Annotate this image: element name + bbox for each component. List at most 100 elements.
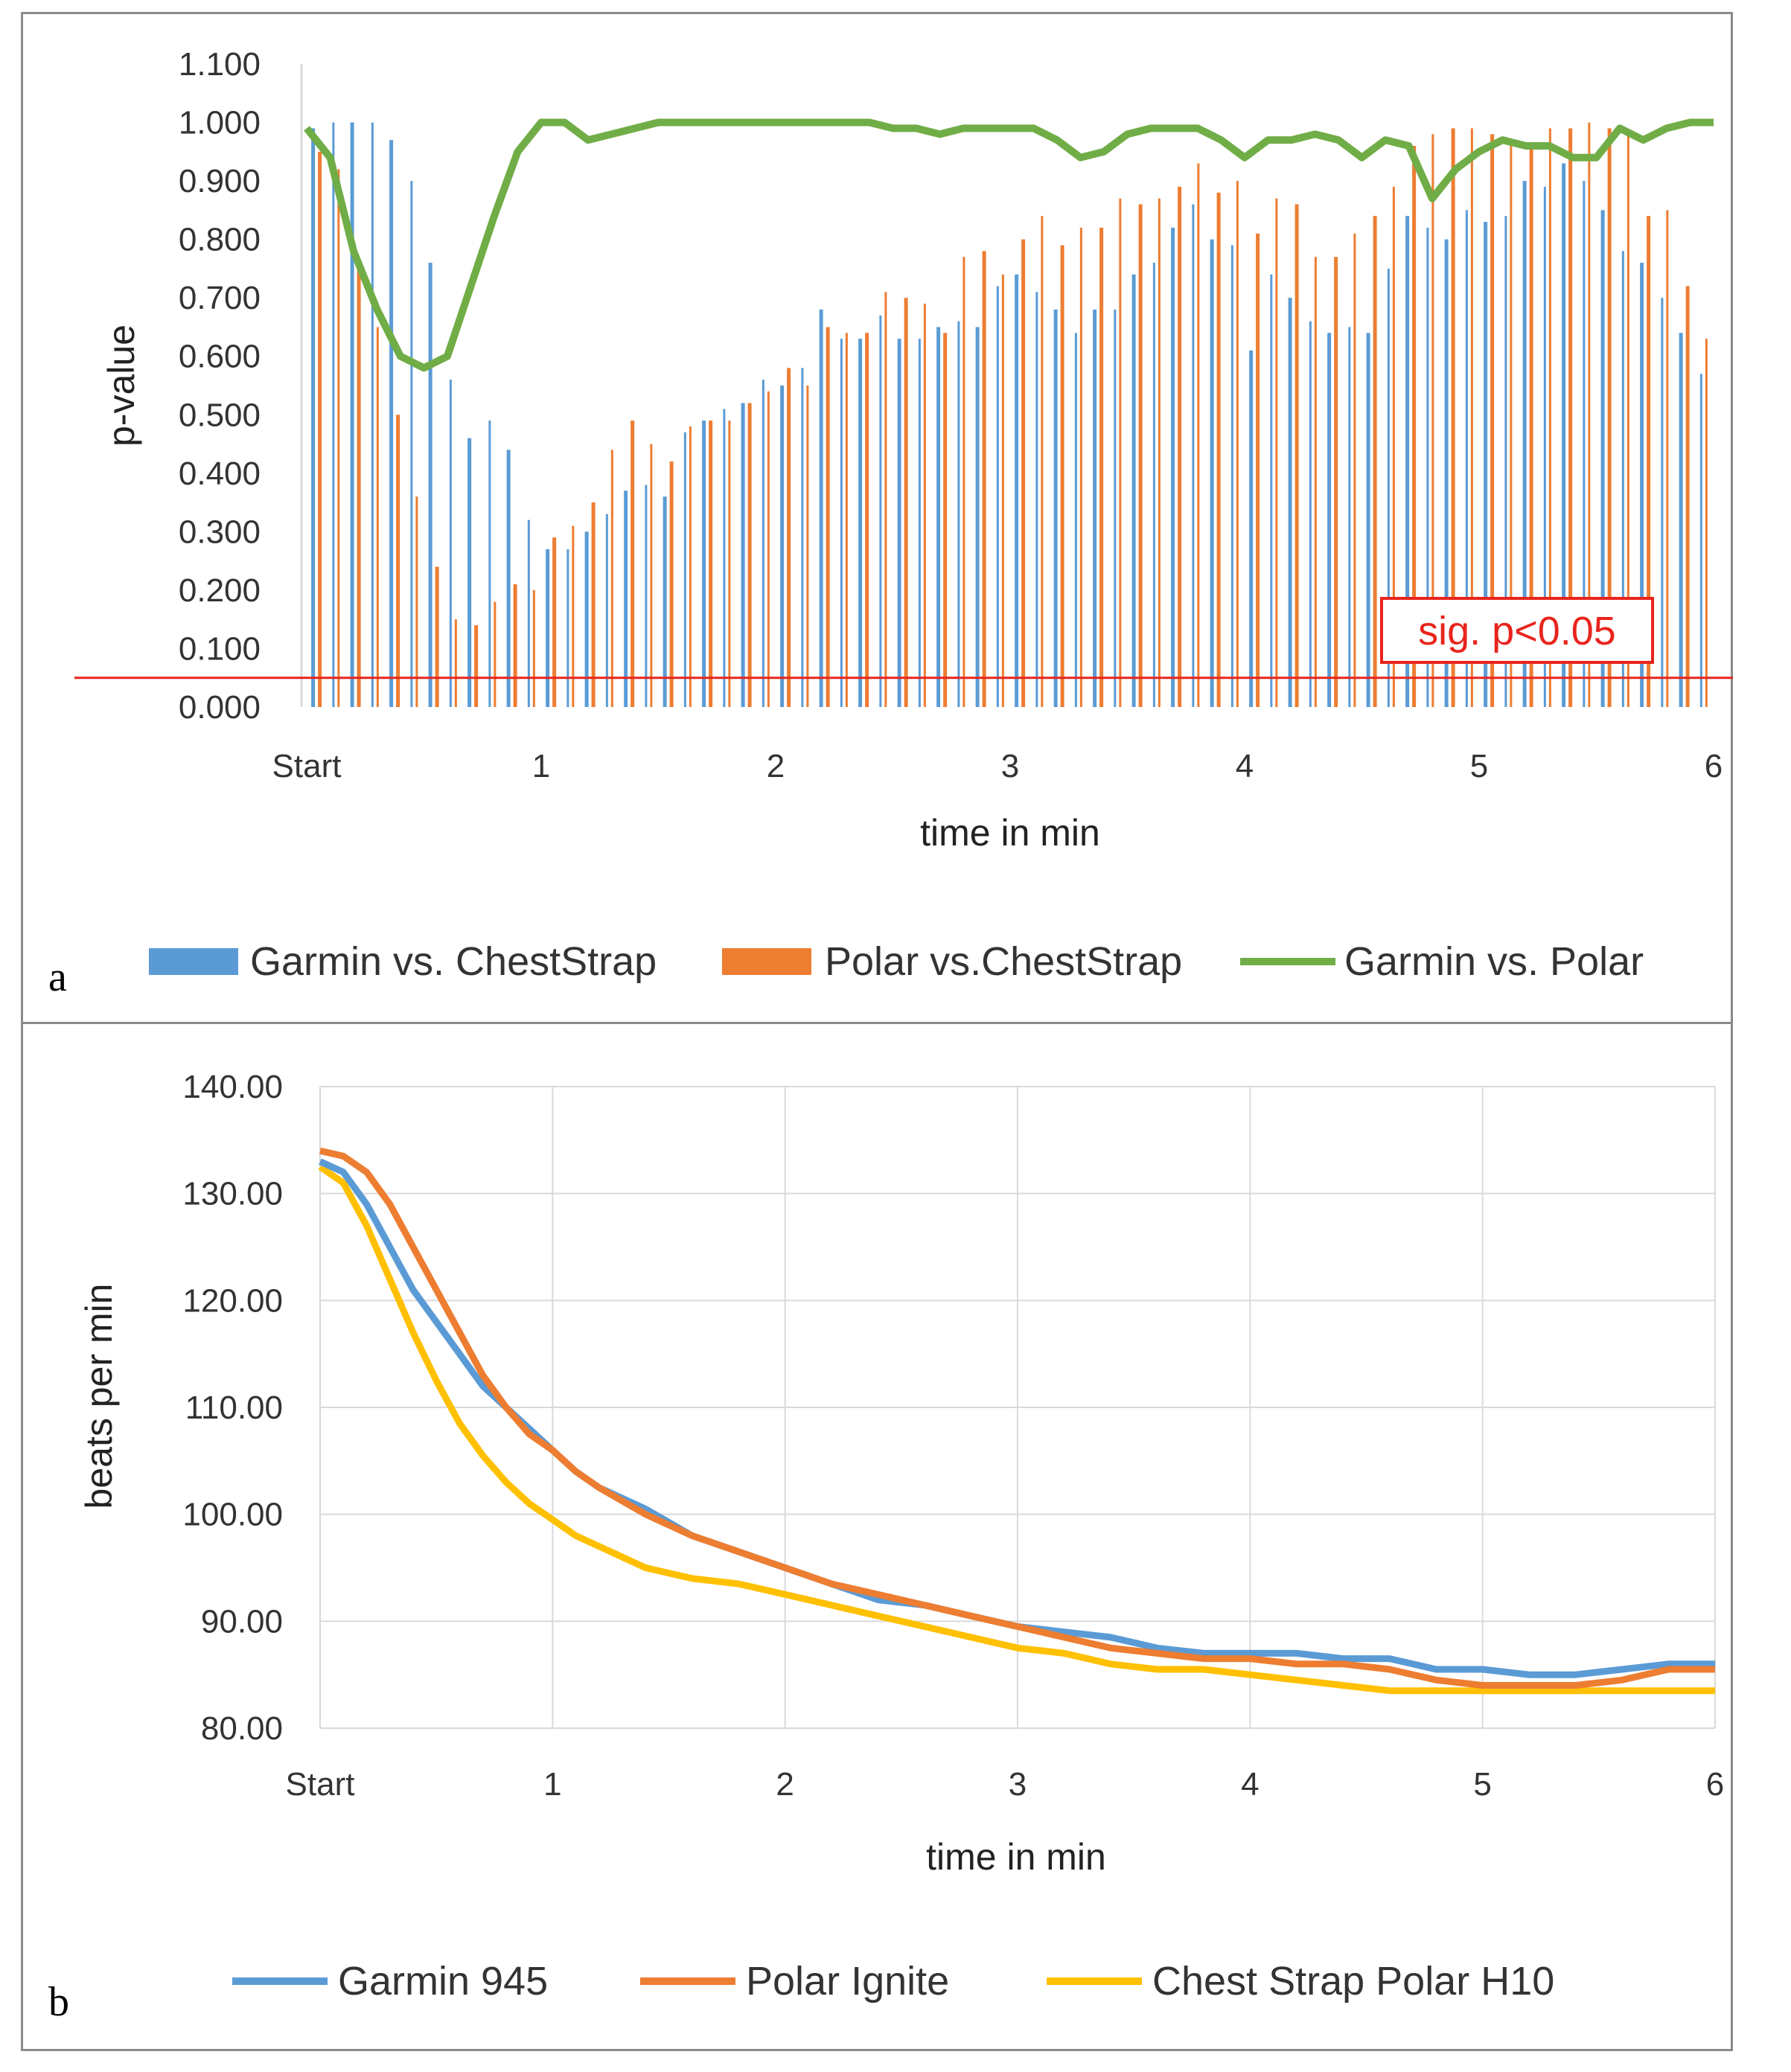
- bar-polar-vs-cheststrap: [1236, 181, 1239, 707]
- bar-garmin-vs-cheststrap: [1152, 263, 1155, 707]
- chart-a-x-ticks: Start 1 2 3 4 5 6: [272, 748, 1723, 784]
- bar-polar-vs-cheststrap: [865, 333, 869, 707]
- bar-polar-vs-cheststrap: [845, 333, 848, 707]
- bar-garmin-vs-cheststrap: [1192, 204, 1195, 707]
- bar-garmin-vs-cheststrap: [1484, 222, 1488, 707]
- bar-garmin-vs-cheststrap: [645, 485, 648, 707]
- bar-garmin-vs-cheststrap: [936, 327, 941, 707]
- sig-label-box: sig. p<0.05: [1380, 597, 1654, 664]
- bar-garmin-vs-cheststrap: [1366, 333, 1370, 707]
- x-tick-label: 6: [1705, 748, 1723, 784]
- bar-polar-vs-cheststrap: [1314, 257, 1317, 707]
- bar-garmin-vs-cheststrap: [1426, 227, 1429, 708]
- bar-polar-vs-cheststrap: [474, 625, 479, 707]
- panel-a-letter: a: [48, 954, 67, 1000]
- chart-a-y-axis-title: p-value: [100, 324, 142, 447]
- y-tick-label: 90.00: [201, 1603, 283, 1640]
- bar-polar-vs-cheststrap: [1216, 192, 1221, 707]
- bar-garmin-vs-cheststrap: [1600, 210, 1605, 707]
- bar-polar-vs-cheststrap: [1510, 140, 1513, 708]
- legend-label-garmin-vs-polar: Garmin vs. Polar: [1344, 939, 1644, 984]
- series-line-garmin-945: [319, 1158, 1715, 1678]
- bar-polar-vs-cheststrap: [1041, 216, 1044, 708]
- bar-garmin-vs-cheststrap: [1210, 239, 1214, 707]
- bar-polar-vs-cheststrap: [357, 268, 361, 708]
- bar-polar-vs-cheststrap: [1666, 210, 1669, 707]
- bar-polar-vs-cheststrap: [1705, 339, 1708, 707]
- bar-garmin-vs-cheststrap: [1387, 268, 1390, 708]
- bar-garmin-vs-cheststrap: [975, 327, 980, 707]
- bar-garmin-vs-cheststrap: [1270, 274, 1273, 707]
- bar-polar-vs-cheststrap: [1197, 163, 1200, 707]
- y-tick-label: 0.800: [179, 222, 261, 258]
- bar-garmin-vs-cheststrap: [1405, 216, 1410, 708]
- bar-garmin-vs-cheststrap: [1465, 210, 1468, 707]
- legend-label-chest-strap: Chest Strap Polar H10: [1152, 1959, 1554, 2004]
- bar-garmin-vs-cheststrap: [527, 519, 530, 707]
- bar-garmin-vs-cheststrap: [488, 421, 491, 707]
- chart-a-x-axis-title: time in min: [920, 812, 1100, 854]
- bar-garmin-vs-cheststrap: [1171, 227, 1175, 708]
- bar-garmin-vs-cheststrap: [506, 450, 511, 707]
- bar-garmin-vs-cheststrap: [624, 490, 628, 707]
- bar-polar-vs-cheststrap: [396, 415, 400, 707]
- bar-polar-vs-cheststrap: [1353, 233, 1356, 707]
- bar-garmin-vs-cheststrap: [1661, 298, 1664, 707]
- bar-polar-vs-cheststrap: [572, 525, 575, 707]
- y-tick-label: 1.000: [179, 105, 261, 141]
- bar-polar-vs-cheststrap: [1001, 274, 1004, 707]
- bar-garmin-vs-cheststrap: [780, 386, 785, 707]
- bar-polar-vs-cheststrap: [1178, 186, 1182, 708]
- y-tick-label: 0.900: [179, 163, 261, 199]
- bar-garmin-vs-cheststrap: [350, 122, 354, 707]
- y-tick-label: 0.200: [179, 572, 261, 609]
- bar-garmin-vs-cheststrap: [897, 339, 901, 707]
- bar-polar-vs-cheststrap: [1647, 216, 1651, 708]
- x-tick-label: 2: [776, 1766, 794, 1803]
- y-tick-label: 0.300: [179, 514, 261, 550]
- chart-a-y-ticks: 0.000 0.100 0.200 0.300 0.400 0.500 0.600 0.700…: [179, 46, 261, 726]
- bar-garmin-vs-cheststrap: [371, 122, 374, 707]
- bar-garmin-vs-cheststrap: [389, 140, 394, 708]
- bar-polar-vs-cheststrap: [1294, 204, 1299, 707]
- y-tick-label: 130.00: [182, 1176, 283, 1212]
- bar-garmin-vs-cheststrap: [311, 128, 316, 707]
- x-tick-label: 6: [1706, 1766, 1724, 1803]
- y-tick-label: 80.00: [201, 1710, 283, 1747]
- bar-polar-vs-cheststrap: [904, 298, 908, 707]
- bar-polar-vs-cheststrap: [806, 386, 809, 707]
- x-tick-label: Start: [272, 748, 342, 784]
- bar-garmin-vs-cheststrap: [332, 122, 335, 707]
- y-tick-label: 0.600: [179, 339, 261, 375]
- bar-polar-vs-cheststrap: [318, 151, 322, 707]
- x-tick-label: 3: [1009, 1766, 1027, 1803]
- bar-garmin-vs-cheststrap: [1679, 333, 1683, 707]
- bar-garmin-vs-cheststrap: [879, 315, 882, 707]
- chart-b-y-ticks: 80.00 90.00 100.00 110.00 120.00 130.00 140.00: [182, 1069, 283, 1747]
- legend-swatch-polar-vs-cheststrap: [722, 948, 811, 975]
- bar-polar-vs-cheststrap: [435, 566, 439, 707]
- bar-polar-vs-cheststrap: [337, 169, 340, 707]
- y-tick-label: 0.700: [179, 280, 261, 316]
- bar-polar-vs-cheststrap: [552, 537, 557, 707]
- bar-polar-vs-cheststrap: [747, 403, 752, 707]
- bar-garmin-vs-cheststrap: [762, 380, 764, 707]
- bar-polar-vs-cheststrap: [415, 496, 418, 707]
- bar-garmin-vs-cheststrap: [1583, 181, 1586, 707]
- bar-polar-vs-cheststrap: [767, 391, 770, 707]
- bar-garmin-vs-cheststrap: [1504, 216, 1507, 708]
- bar-garmin-vs-cheststrap: [1543, 186, 1546, 708]
- legend-swatch-garmin-vs-cheststrap: [149, 948, 238, 975]
- bar-garmin-vs-cheststrap: [1053, 309, 1058, 708]
- bar-garmin-vs-cheststrap: [1348, 327, 1351, 707]
- bar-polar-vs-cheststrap: [650, 444, 653, 707]
- bar-garmin-vs-cheststrap: [1621, 251, 1624, 707]
- bar-polar-vs-cheststrap: [1275, 198, 1278, 707]
- bar-polar-vs-cheststrap: [826, 327, 830, 707]
- chart-b-y-axis-title: beats per min: [78, 1284, 120, 1509]
- panel-b-letter: b: [48, 1979, 69, 2025]
- bar-garmin-vs-cheststrap: [1522, 181, 1527, 707]
- bar-polar-vs-cheststrap: [787, 368, 791, 707]
- bar-garmin-vs-cheststrap: [819, 309, 823, 708]
- bar-polar-vs-cheststrap: [669, 461, 674, 707]
